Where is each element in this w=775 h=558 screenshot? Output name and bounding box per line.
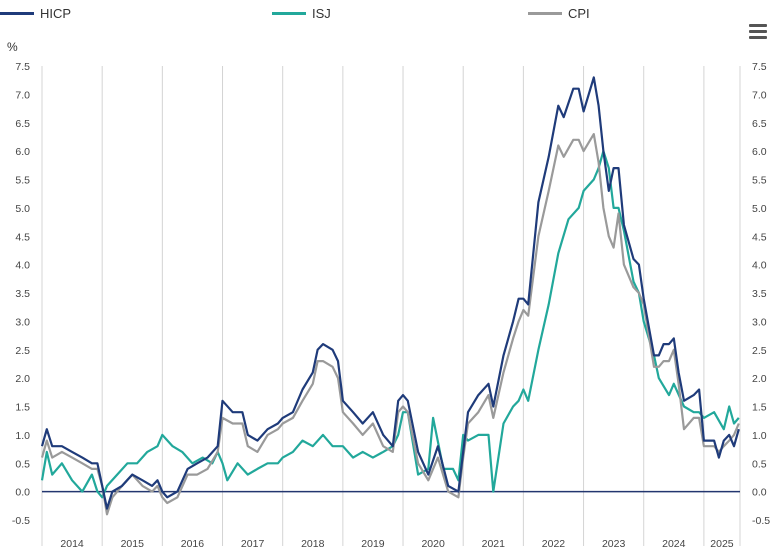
x-tick-label: 2019: [361, 538, 385, 550]
y-tick-label-right: 7.5: [752, 61, 767, 73]
y-tick-label-right: 4.0: [752, 260, 767, 272]
x-tick-label: 2025: [710, 538, 734, 550]
series-line-hicp: [40, 76, 740, 510]
y-tick-label-left: 3.0: [15, 316, 30, 328]
y-tick-label-left: 4.5: [15, 231, 30, 243]
x-tick-label: 2024: [662, 538, 686, 550]
legend-item-hicp[interactable]: HICP: [0, 6, 71, 21]
y-tick-label-right: 6.0: [752, 146, 767, 158]
legend-item-cpi[interactable]: CPI: [528, 6, 590, 21]
x-tick-label: 2023: [602, 538, 626, 550]
x-tick-label: 2014: [60, 538, 84, 550]
y-tick-label-left: 0.5: [15, 458, 30, 470]
legend-swatch-cpi: [528, 12, 562, 15]
y-tick-label-right: 5.0: [752, 203, 767, 215]
y-tick-label-left: 3.5: [15, 288, 30, 300]
x-tick-label: 2022: [542, 538, 566, 550]
y-tick-label-left: 1.0: [15, 430, 30, 442]
y-tick-label-right: 5.5: [752, 175, 767, 187]
x-tick-label: 2021: [482, 538, 506, 550]
y-tick-label-left: -0.5: [12, 515, 30, 527]
y-tick-label-right: 4.5: [752, 231, 767, 243]
y-tick-label-right: 0.5: [752, 458, 767, 470]
y-tick-label-left: 1.5: [15, 402, 30, 414]
y-tick-label-left: 6.5: [15, 118, 30, 130]
legend-swatch-hicp: [0, 12, 34, 15]
y-tick-label-right: 1.5: [752, 402, 767, 414]
y-tick-label-right: 1.0: [752, 430, 767, 442]
x-tick-label: 2017: [241, 538, 265, 550]
y-axis-unit-label: %: [7, 40, 18, 54]
legend-label-isj: ISJ: [312, 6, 331, 21]
x-tick-label: 2018: [301, 538, 325, 550]
y-tick-label-left: 5.5: [15, 175, 30, 187]
y-tick-label-left: 0.0: [15, 487, 30, 499]
hamburger-menu-icon[interactable]: [749, 24, 767, 40]
legend-swatch-isj: [272, 12, 306, 15]
y-tick-label-left: 6.0: [15, 146, 30, 158]
y-tick-label-left: 2.0: [15, 373, 30, 385]
y-tick-label-left: 2.5: [15, 345, 30, 357]
x-tick-label: 2015: [121, 538, 145, 550]
x-tick-label: 2016: [181, 538, 205, 550]
y-tick-label-right: 3.0: [752, 316, 767, 328]
legend-label-cpi: CPI: [568, 6, 590, 21]
y-tick-label-right: 2.5: [752, 345, 767, 357]
legend-item-isj[interactable]: ISJ: [272, 6, 331, 21]
y-tick-label-right: 6.5: [752, 118, 767, 130]
x-tick-label: 2020: [421, 538, 445, 550]
y-tick-label-right: 0.0: [752, 487, 767, 499]
y-tick-label-right: -0.5: [752, 515, 770, 527]
series-line-cpi: [40, 133, 740, 516]
y-tick-label-right: 3.5: [752, 288, 767, 300]
y-tick-label-left: 7.5: [15, 61, 30, 73]
chart-legend: HICP ISJ CPI: [0, 6, 775, 28]
y-tick-label-left: 5.0: [15, 203, 30, 215]
legend-label-hicp: HICP: [40, 6, 72, 21]
y-tick-label-left: 7.0: [15, 89, 30, 101]
y-tick-label-left: 4.0: [15, 260, 30, 272]
series-line-isj: [40, 150, 740, 499]
y-tick-label-right: 7.0: [752, 89, 767, 101]
y-tick-label-right: 2.0: [752, 373, 767, 385]
